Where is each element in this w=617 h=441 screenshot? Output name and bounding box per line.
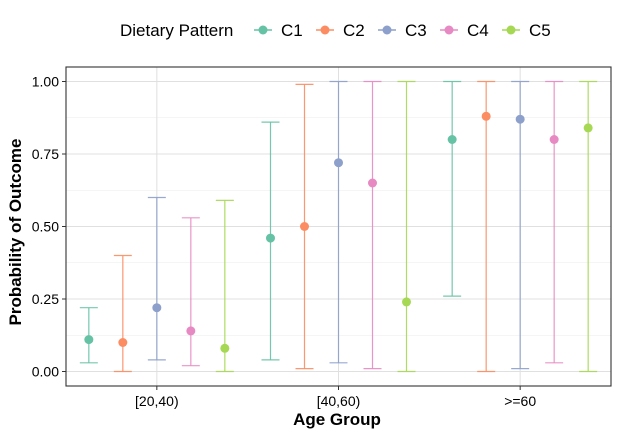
legend-label: C3 <box>405 21 427 40</box>
data-point <box>334 158 343 168</box>
data-point <box>515 114 525 124</box>
data-point <box>549 135 559 144</box>
data-point <box>118 338 128 347</box>
x-tick-label: [20,40) <box>135 393 179 409</box>
legend-item-C2: C2 <box>316 21 365 40</box>
legend-title: Dietary Pattern <box>120 21 233 40</box>
series-C4 <box>181 80 564 370</box>
data-point <box>152 303 162 313</box>
data-point <box>300 222 309 231</box>
y-tick-label: 1.00 <box>32 74 59 90</box>
legend-key-point <box>506 25 516 35</box>
data-point <box>266 233 275 243</box>
legend-label: C4 <box>467 21 489 40</box>
y-tick-label: 0.00 <box>32 364 59 380</box>
legend-item-C1: C1 <box>254 21 303 40</box>
data-point <box>481 111 491 121</box>
data-point <box>402 297 411 307</box>
legend-label: C5 <box>529 21 551 40</box>
y-axis-title: Probability of Outcome <box>6 138 25 325</box>
legend-key-point <box>320 25 330 35</box>
legend-label: C2 <box>343 21 365 40</box>
y-tick-label: 0.25 <box>32 291 59 307</box>
axes: Age Group Probability of Outcome 0.00 0.2… <box>6 66 612 429</box>
data-point <box>583 123 593 133</box>
data-point <box>368 178 377 188</box>
legend-item-C5: C5 <box>502 21 551 40</box>
legend-label: C1 <box>281 21 303 40</box>
x-tick-label: >=60 <box>504 393 536 409</box>
data-point <box>84 335 94 345</box>
y-tick-label: 0.75 <box>32 146 59 162</box>
y-tick-label: 0.50 <box>32 219 59 235</box>
series-C3 <box>147 80 530 370</box>
data-point <box>220 343 230 353</box>
series-C2 <box>113 80 496 373</box>
series-C1 <box>79 80 462 364</box>
legend-key-point <box>258 25 268 35</box>
legend-item-C4: C4 <box>440 21 489 40</box>
series-C5 <box>215 80 598 373</box>
series-layer <box>79 80 598 373</box>
legend-key-point <box>444 25 454 35</box>
data-point <box>447 135 457 144</box>
data-point <box>186 326 196 336</box>
legend: Dietary Pattern C1 C2 C3 C4 C5 <box>120 21 551 40</box>
legend-key-point <box>382 25 392 35</box>
x-axis-title: Age Group <box>293 410 381 429</box>
legend-item-C3: C3 <box>378 21 427 40</box>
x-tick-label: [40,60) <box>317 393 361 409</box>
